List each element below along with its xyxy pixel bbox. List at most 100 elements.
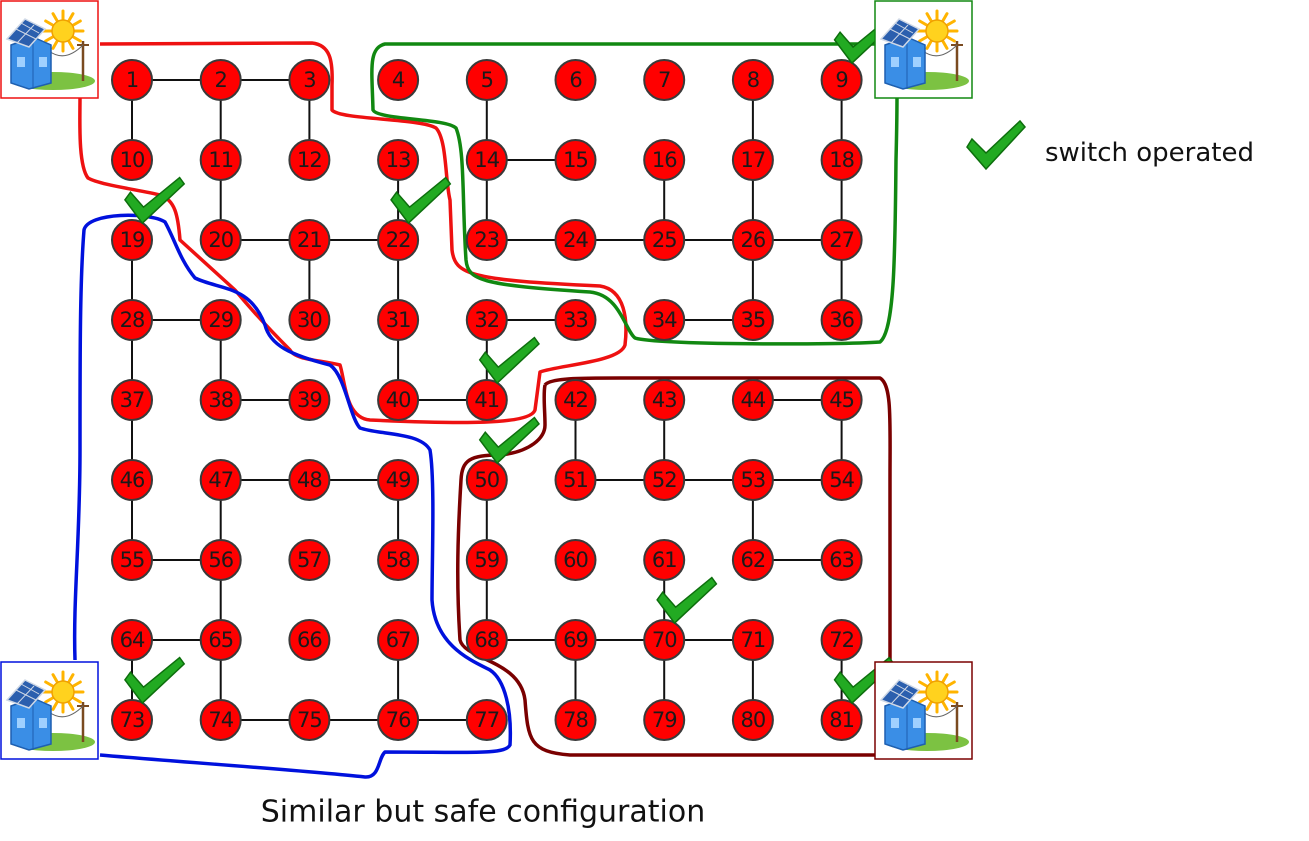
node-17[interactable]: 17 <box>733 140 773 180</box>
node-8[interactable]: 8 <box>733 60 773 100</box>
node-label: 1 <box>126 68 138 92</box>
node-label: 11 <box>208 148 233 172</box>
node-21[interactable]: 21 <box>289 220 329 260</box>
node-label: 60 <box>563 548 588 572</box>
node-50[interactable]: 50 <box>467 460 507 500</box>
node-77[interactable]: 77 <box>467 700 507 740</box>
node-44[interactable]: 44 <box>733 380 773 420</box>
node-5[interactable]: 5 <box>467 60 507 100</box>
node-34[interactable]: 34 <box>644 300 684 340</box>
node-1[interactable]: 1 <box>112 60 152 100</box>
node-18[interactable]: 18 <box>822 140 862 180</box>
node-label: 27 <box>829 228 854 252</box>
node-25[interactable]: 25 <box>644 220 684 260</box>
node-2[interactable]: 2 <box>201 60 241 100</box>
node-20[interactable]: 20 <box>201 220 241 260</box>
node-11[interactable]: 11 <box>201 140 241 180</box>
node-69[interactable]: 69 <box>556 620 596 660</box>
node-76[interactable]: 76 <box>378 700 418 740</box>
node-10[interactable]: 10 <box>112 140 152 180</box>
node-42[interactable]: 42 <box>556 380 596 420</box>
node-label: 25 <box>652 228 677 252</box>
node-74[interactable]: 74 <box>201 700 241 740</box>
node-30[interactable]: 30 <box>289 300 329 340</box>
node-32[interactable]: 32 <box>467 300 507 340</box>
node-58[interactable]: 58 <box>378 540 418 580</box>
node-6[interactable]: 6 <box>556 60 596 100</box>
node-47[interactable]: 47 <box>201 460 241 500</box>
node-68[interactable]: 68 <box>467 620 507 660</box>
node-53[interactable]: 53 <box>733 460 773 500</box>
node-78[interactable]: 78 <box>556 700 596 740</box>
node-81[interactable]: 81 <box>822 700 862 740</box>
node-35[interactable]: 35 <box>733 300 773 340</box>
node-43[interactable]: 43 <box>644 380 684 420</box>
node-26[interactable]: 26 <box>733 220 773 260</box>
node-16[interactable]: 16 <box>644 140 684 180</box>
node-79[interactable]: 79 <box>644 700 684 740</box>
node-28[interactable]: 28 <box>112 300 152 340</box>
node-80[interactable]: 80 <box>733 700 773 740</box>
node-label: 20 <box>208 228 233 252</box>
node-22[interactable]: 22 <box>378 220 418 260</box>
node-9[interactable]: 9 <box>822 60 862 100</box>
node-66[interactable]: 66 <box>289 620 329 660</box>
node-64[interactable]: 64 <box>112 620 152 660</box>
node-49[interactable]: 49 <box>378 460 418 500</box>
node-label: 42 <box>563 388 588 412</box>
node-12[interactable]: 12 <box>289 140 329 180</box>
node-label: 55 <box>120 548 145 572</box>
node-31[interactable]: 31 <box>378 300 418 340</box>
node-24[interactable]: 24 <box>556 220 596 260</box>
node-71[interactable]: 71 <box>733 620 773 660</box>
node-label: 57 <box>297 548 322 572</box>
node-23[interactable]: 23 <box>467 220 507 260</box>
node-4[interactable]: 4 <box>378 60 418 100</box>
node-45[interactable]: 45 <box>822 380 862 420</box>
node-41[interactable]: 41 <box>467 380 507 420</box>
node-14[interactable]: 14 <box>467 140 507 180</box>
node-7[interactable]: 7 <box>644 60 684 100</box>
node-label: 66 <box>297 628 322 652</box>
node-27[interactable]: 27 <box>822 220 862 260</box>
node-72[interactable]: 72 <box>822 620 862 660</box>
node-52[interactable]: 52 <box>644 460 684 500</box>
node-label: 13 <box>386 148 411 172</box>
node-label: 16 <box>652 148 677 172</box>
node-70[interactable]: 70 <box>644 620 684 660</box>
node-60[interactable]: 60 <box>556 540 596 580</box>
node-56[interactable]: 56 <box>201 540 241 580</box>
node-15[interactable]: 15 <box>556 140 596 180</box>
node-62[interactable]: 62 <box>733 540 773 580</box>
node-19[interactable]: 19 <box>112 220 152 260</box>
node-label: 64 <box>120 628 145 652</box>
node-33[interactable]: 33 <box>556 300 596 340</box>
node-13[interactable]: 13 <box>378 140 418 180</box>
node-61[interactable]: 61 <box>644 540 684 580</box>
node-label: 32 <box>474 308 499 332</box>
node-55[interactable]: 55 <box>112 540 152 580</box>
node-label: 47 <box>208 468 233 492</box>
node-38[interactable]: 38 <box>201 380 241 420</box>
node-75[interactable]: 75 <box>289 700 329 740</box>
node-67[interactable]: 67 <box>378 620 418 660</box>
node-label: 28 <box>120 308 145 332</box>
node-65[interactable]: 65 <box>201 620 241 660</box>
node-63[interactable]: 63 <box>822 540 862 580</box>
node-40[interactable]: 40 <box>378 380 418 420</box>
node-54[interactable]: 54 <box>822 460 862 500</box>
region-outline-top-right <box>372 44 897 344</box>
node-48[interactable]: 48 <box>289 460 329 500</box>
node-37[interactable]: 37 <box>112 380 152 420</box>
node-label: 14 <box>474 148 499 172</box>
node-46[interactable]: 46 <box>112 460 152 500</box>
node-label: 59 <box>474 548 499 572</box>
node-51[interactable]: 51 <box>556 460 596 500</box>
node-73[interactable]: 73 <box>112 700 152 740</box>
node-3[interactable]: 3 <box>289 60 329 100</box>
node-57[interactable]: 57 <box>289 540 329 580</box>
node-39[interactable]: 39 <box>289 380 329 420</box>
node-36[interactable]: 36 <box>822 300 862 340</box>
node-59[interactable]: 59 <box>467 540 507 580</box>
node-29[interactable]: 29 <box>201 300 241 340</box>
